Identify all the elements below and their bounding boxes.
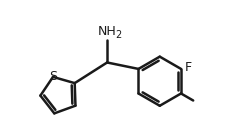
Text: S: S (49, 70, 57, 83)
Text: F: F (185, 61, 192, 74)
Text: NH: NH (97, 25, 116, 38)
Text: 2: 2 (115, 30, 122, 40)
